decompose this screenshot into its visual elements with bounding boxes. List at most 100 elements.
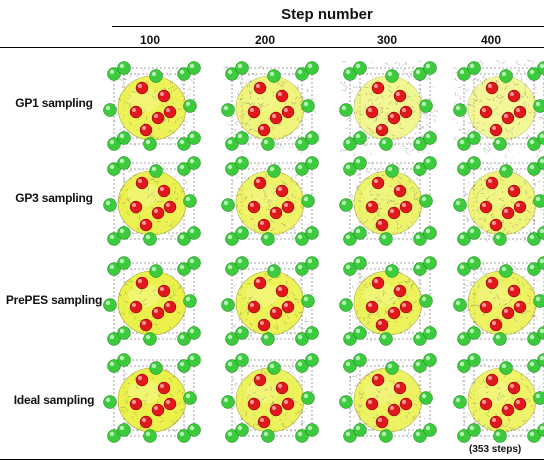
green-atom: [107, 137, 121, 151]
green-atom: [225, 262, 239, 276]
green-atom: [305, 256, 319, 270]
green-atom: [527, 359, 541, 373]
red-atom: [157, 284, 171, 298]
green-atom: [221, 298, 235, 312]
green-atom: [527, 162, 541, 176]
red-atom: [135, 81, 149, 95]
red-atom: [157, 184, 171, 198]
green-atom: [385, 361, 399, 375]
isosurface: [117, 170, 187, 236]
green-atom: [107, 67, 121, 81]
green-atom: [493, 429, 507, 443]
row-label-gp3: GP3 sampling: [15, 191, 93, 205]
green-atom: [385, 164, 399, 178]
green-atom: [235, 423, 249, 437]
isosurface: [467, 270, 537, 336]
structure-cell: [100, 352, 204, 456]
green-atom: [499, 164, 513, 178]
green-atom: [103, 103, 117, 117]
red-atom: [281, 300, 295, 314]
green-atom: [149, 164, 163, 178]
green-atom: [107, 332, 121, 346]
green-atom: [295, 162, 309, 176]
green-atom: [343, 429, 357, 443]
green-atom: [419, 99, 433, 113]
green-atom: [295, 359, 309, 373]
green-atom: [177, 67, 191, 81]
green-atom: [295, 332, 309, 346]
green-atom: [177, 332, 191, 346]
green-atom: [103, 198, 117, 212]
green-atom: [379, 137, 393, 151]
green-atom: [177, 359, 191, 373]
red-atom: [275, 381, 289, 395]
green-atom: [353, 156, 367, 170]
green-atom: [413, 162, 427, 176]
red-atom: [151, 111, 165, 125]
green-atom: [379, 332, 393, 346]
green-atom: [385, 69, 399, 83]
green-atom: [143, 232, 157, 246]
green-atom: [305, 423, 319, 437]
green-atom: [221, 395, 235, 409]
red-atom: [485, 81, 499, 95]
crystal-structure-image: [221, 256, 319, 346]
green-atom: [379, 429, 393, 443]
red-atom: [151, 206, 165, 220]
green-atom: [457, 67, 471, 81]
red-atom: [485, 276, 499, 290]
green-atom: [467, 423, 481, 437]
green-atom: [419, 294, 433, 308]
red-atom: [257, 318, 271, 332]
green-atom: [261, 429, 275, 443]
row-label-ideal: Ideal sampling: [13, 393, 95, 407]
red-atom: [489, 318, 503, 332]
green-atom: [235, 353, 249, 367]
isosurface: [235, 270, 305, 336]
green-atom: [533, 99, 544, 113]
column-header-100: 100: [139, 33, 161, 47]
red-atom: [129, 300, 143, 314]
green-atom: [527, 67, 541, 81]
green-atom: [143, 429, 157, 443]
green-atom: [107, 429, 121, 443]
red-atom: [365, 397, 379, 411]
top-rule: [112, 26, 544, 27]
red-atom: [513, 105, 527, 119]
green-atom: [261, 232, 275, 246]
red-atom: [501, 403, 515, 417]
green-atom: [533, 194, 544, 208]
green-atom: [379, 232, 393, 246]
crystal-structure-image: [339, 353, 437, 443]
red-atom: [135, 276, 149, 290]
green-atom: [225, 162, 239, 176]
green-atom: [235, 131, 249, 145]
green-atom: [225, 429, 239, 443]
red-atom: [501, 306, 515, 320]
red-atom: [399, 300, 413, 314]
red-atom: [247, 300, 261, 314]
structure-cell: [218, 352, 322, 456]
green-atom: [343, 137, 357, 151]
red-atom: [163, 105, 177, 119]
green-atom: [499, 69, 513, 83]
green-atom: [467, 61, 481, 75]
green-atom: [295, 232, 309, 246]
green-atom: [177, 262, 191, 276]
green-atom: [457, 332, 471, 346]
red-atom: [269, 206, 283, 220]
green-atom: [537, 423, 544, 437]
row-label-gp1: GP1 sampling: [15, 96, 93, 110]
green-atom: [527, 232, 541, 246]
crystal-structure-image: [453, 256, 544, 346]
green-atom: [143, 137, 157, 151]
green-atom: [305, 353, 319, 367]
green-atom: [423, 256, 437, 270]
green-atom: [235, 156, 249, 170]
green-atom: [267, 264, 281, 278]
green-atom: [177, 137, 191, 151]
red-atom: [479, 105, 493, 119]
green-atom: [353, 423, 367, 437]
green-atom: [301, 194, 315, 208]
red-atom: [507, 284, 521, 298]
